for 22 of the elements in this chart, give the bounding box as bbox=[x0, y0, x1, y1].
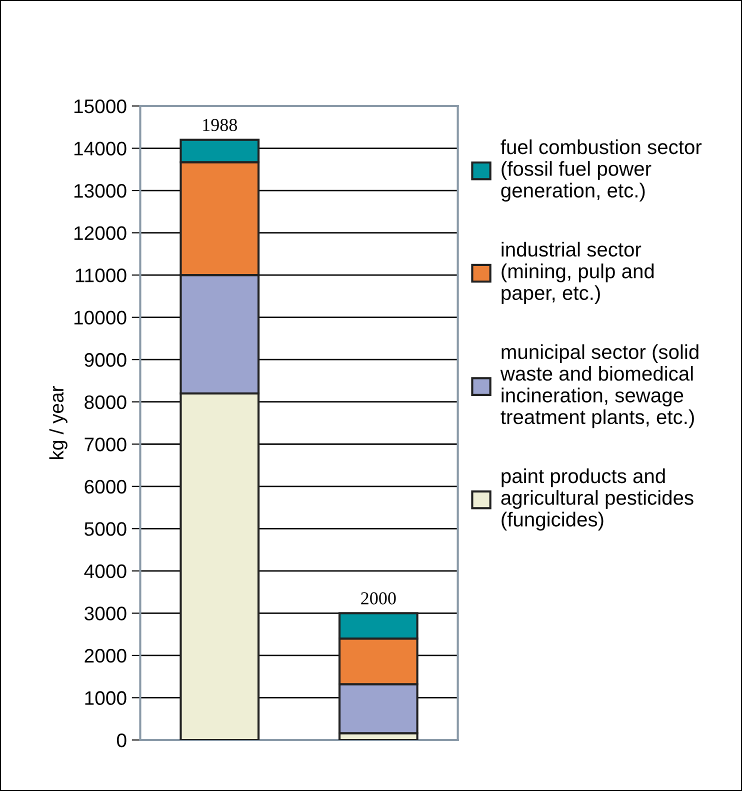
y-tick-label: 7000 bbox=[84, 438, 126, 452]
y-tick-label: 12000 bbox=[74, 226, 126, 240]
y-tick-label: 13000 bbox=[74, 184, 126, 198]
y-tick-label: 15000 bbox=[74, 99, 126, 114]
y-tick-label: 3000 bbox=[84, 606, 126, 620]
legend-label: fuel combustion sector (fossil fuel power generation, etc.) bbox=[500, 139, 702, 202]
y-tick-label: 4000 bbox=[84, 564, 126, 578]
y-tick-label: 8000 bbox=[84, 395, 126, 410]
legend-label: paint products and agricultural pesticides (fungicides) bbox=[501, 468, 694, 531]
y-tick-label: 9000 bbox=[84, 353, 126, 367]
y-tick-label: 0 bbox=[116, 733, 126, 748]
y-tick-label: 5000 bbox=[84, 522, 126, 536]
y-tick-label: 10000 bbox=[74, 310, 126, 325]
y-tick-label: 1000 bbox=[85, 691, 126, 705]
y-tick-label: 11000 bbox=[76, 268, 126, 282]
legend-label: municipal sector (solid waste and biomedical incineration, sewage treatment plants, etc.) bbox=[500, 344, 698, 428]
x-tick-label: 1988 bbox=[203, 118, 237, 132]
y-tick-label: 6000 bbox=[84, 480, 126, 494]
y-axis-title: kg / year bbox=[49, 386, 68, 459]
legend-label: industrial sector (mining, pulp and paper, etc.) bbox=[502, 242, 654, 304]
y-tick-label: 14000 bbox=[74, 142, 126, 156]
y-tick-label: 2000 bbox=[84, 648, 126, 663]
